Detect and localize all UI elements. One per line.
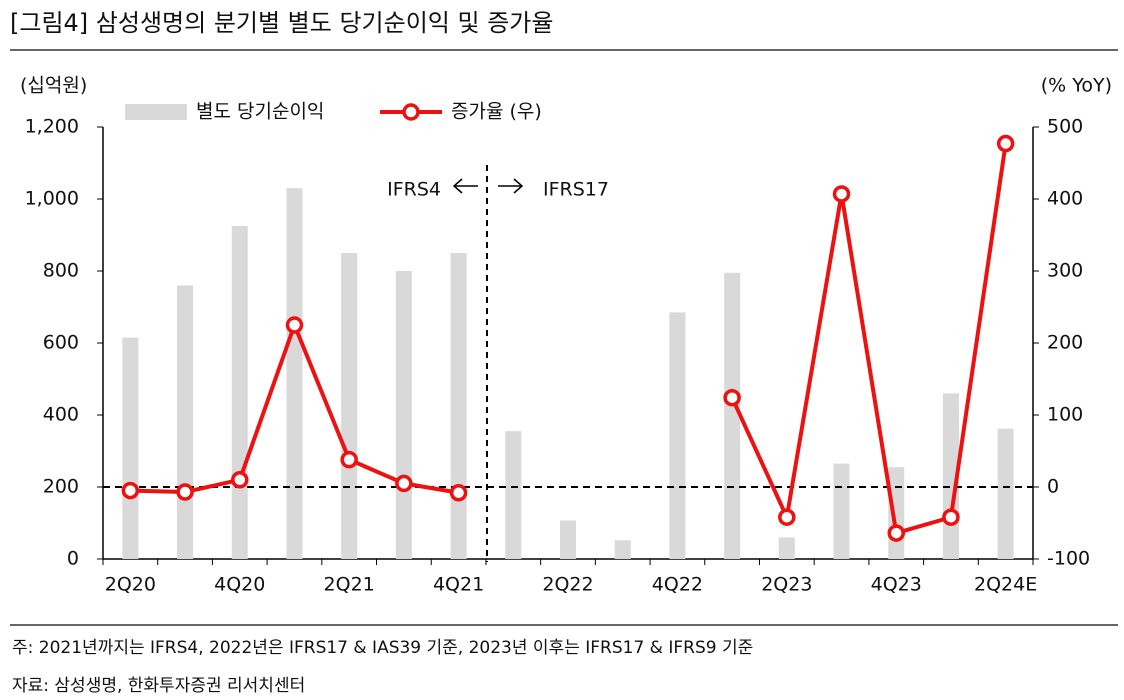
marker	[121, 481, 140, 500]
bar	[450, 253, 467, 559]
marker	[395, 474, 413, 493]
marker	[285, 316, 304, 334]
y-tick-label: 600	[43, 332, 79, 354]
marker	[996, 134, 1015, 153]
legend-swatch	[402, 103, 420, 121]
bar	[122, 337, 139, 559]
x-tick-label: 2Q23	[761, 574, 812, 596]
y-tick-label: 200	[43, 476, 79, 498]
bar	[177, 285, 194, 559]
marker	[887, 524, 905, 542]
annotation: IFRS17	[543, 179, 609, 201]
x-tick-label: 2Q24E	[974, 574, 1037, 596]
y2-tick-label: 200	[1047, 332, 1083, 354]
marker	[176, 483, 194, 501]
bar	[669, 312, 686, 559]
bar	[778, 537, 795, 559]
marker	[778, 508, 796, 526]
y-tick-label: 800	[43, 260, 79, 282]
bar	[614, 540, 631, 559]
x-tick-label: 2Q20	[105, 574, 156, 596]
marker	[942, 508, 960, 526]
legend-swatch	[125, 104, 187, 120]
y-tick-label: 1,200	[25, 116, 79, 138]
y2-tick-label: 300	[1047, 260, 1083, 282]
arrows	[452, 178, 524, 194]
annotation: IFRS4	[387, 179, 441, 201]
x-tick-label: 4Q23	[871, 574, 922, 596]
y-tick-label: 0	[67, 548, 79, 570]
y-tick-label: 400	[43, 404, 79, 426]
marker	[832, 185, 851, 203]
y2-tick-label: -100	[1047, 548, 1090, 570]
bar	[724, 272, 741, 559]
bar	[395, 271, 412, 559]
chart-title: [그림4] 삼성생명의 분기별 별도 당기순이익 및 증가율	[10, 9, 553, 37]
x-tick-label: 4Q22	[652, 574, 703, 596]
y2-tick-label: 500	[1047, 116, 1083, 138]
bar	[560, 520, 576, 559]
bar	[286, 188, 303, 559]
y2-axis-label: (% YoY)	[1041, 75, 1112, 97]
legend-label: 별도 당기순이익	[196, 101, 324, 123]
y-tick-label: 1,000	[25, 188, 79, 210]
bar	[341, 253, 358, 559]
marker	[449, 484, 468, 502]
legend-label: 증가율 (우)	[451, 101, 542, 123]
line	[730, 143, 1008, 536]
x-tick-label: 2Q21	[324, 574, 375, 596]
y2-tick-label: 100	[1047, 404, 1083, 426]
bar	[997, 428, 1014, 559]
marker	[231, 471, 249, 489]
note: 자료: 삼성생명, 한화투자증권 리서치센터	[12, 676, 305, 696]
y2-tick-label: 400	[1047, 188, 1083, 210]
marker	[723, 388, 741, 407]
marker	[340, 450, 358, 469]
bar	[231, 226, 248, 559]
note: 주: 2021년까지는 IFRS4, 2022년은 IFRS17 & IAS39…	[12, 638, 753, 658]
y-axis-label: (십억원)	[20, 75, 87, 97]
bar	[888, 467, 905, 559]
x-tick-label: 2Q22	[542, 574, 593, 596]
y2-tick-label: 0	[1047, 476, 1059, 498]
x-tick-label: 4Q21	[433, 574, 484, 596]
x-tick-label: 4Q20	[214, 574, 265, 596]
bar	[505, 431, 522, 559]
bar	[833, 463, 850, 559]
